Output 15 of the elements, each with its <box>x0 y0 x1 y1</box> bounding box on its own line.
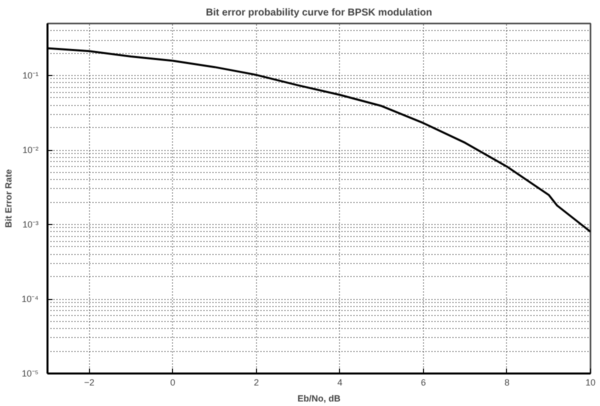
x-tick-label: 0 <box>170 378 176 388</box>
x-tick-label: 10 <box>585 378 596 388</box>
x-axis-title: Eb/No, dB <box>298 394 341 404</box>
y-tick-label: 10⁻¹ <box>22 70 39 81</box>
y-tick-label: 10⁻³ <box>22 220 39 230</box>
y-tick-label: 10⁻² <box>22 145 39 156</box>
y-tick-label: 10⁻⁵ <box>22 368 39 378</box>
x-tick-label: 4 <box>337 378 342 388</box>
x-tick-label: 6 <box>420 378 426 388</box>
x-tick-label: −2 <box>84 378 94 388</box>
x-tick-label: 2 <box>254 378 259 388</box>
x-tick-label: 8 <box>504 378 510 388</box>
y-axis-title: Bit Error Rate <box>4 169 14 228</box>
chart-title: Bit error probability curve for BPSK modulation <box>206 8 432 18</box>
y-tick-label: 10⁻⁴ <box>22 294 39 304</box>
